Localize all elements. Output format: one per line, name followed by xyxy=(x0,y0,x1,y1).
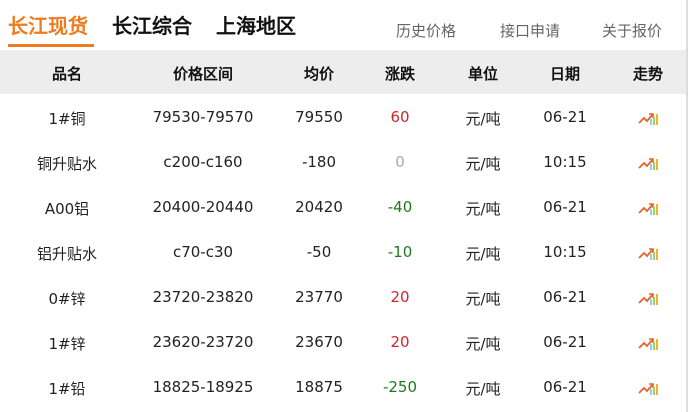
cell-unit: 元/吨 xyxy=(465,245,501,263)
cell-avg: -50 xyxy=(306,243,332,261)
cell-range: 79530-79570 xyxy=(152,108,254,126)
cell-change: -250 xyxy=(382,378,418,396)
cell-name: 铝升贴水 xyxy=(36,245,98,263)
trend-chart-icon[interactable] xyxy=(638,110,660,125)
table-row: 铜升贴水 c200-c160 -180 0 元/吨 10:15 xyxy=(0,139,686,184)
table-row: 1#铜 79530-79570 79550 60 元/吨 06-21 xyxy=(0,94,686,139)
table-row: 1#锌 23620-23720 23670 20 元/吨 06-21 xyxy=(0,319,686,364)
cell-avg: 23770 xyxy=(295,288,343,306)
cell-range: 23620-23720 xyxy=(152,333,254,351)
cell-change: -40 xyxy=(387,198,413,216)
cell-date: 06-21 xyxy=(543,378,587,396)
cell-avg: 23670 xyxy=(295,333,343,351)
tab-changjiang-composite[interactable]: 长江综合 xyxy=(112,14,192,38)
table-row: 0#锌 23720-23820 23770 20 元/吨 06-21 xyxy=(0,274,686,319)
cell-unit: 元/吨 xyxy=(465,110,501,128)
cell-change: -10 xyxy=(387,243,413,261)
cell-change: 0 xyxy=(395,153,405,171)
cell-range: c70-c30 xyxy=(172,243,234,261)
cell-change: 20 xyxy=(390,333,410,351)
trend-chart-icon[interactable] xyxy=(638,155,660,170)
col-range: 价格区间 xyxy=(172,65,234,83)
col-avg: 均价 xyxy=(303,65,335,83)
cell-date: 10:15 xyxy=(543,243,587,261)
tab-shanghai[interactable]: 上海地区 xyxy=(216,14,296,38)
col-date: 日期 xyxy=(549,65,581,83)
cell-name: 1#铜 xyxy=(48,110,86,128)
trend-chart-icon[interactable] xyxy=(638,245,660,260)
tab-bar: 长江现货 长江综合 上海地区 历史价格 接口申请 关于报价 xyxy=(0,0,686,50)
cell-name: 1#铅 xyxy=(48,380,86,398)
api-apply-link[interactable]: 接口申请 xyxy=(500,22,561,40)
cell-avg: 18875 xyxy=(295,378,343,396)
cell-change: 20 xyxy=(390,288,410,306)
trend-chart-icon[interactable] xyxy=(638,200,660,215)
cell-date: 06-21 xyxy=(543,288,587,306)
trend-chart-icon[interactable] xyxy=(638,290,660,305)
table-row: A00铝 20400-20440 20420 -40 元/吨 06-21 xyxy=(0,184,686,229)
cell-name: 1#锌 xyxy=(48,335,86,353)
table-row: 铝升贴水 c70-c30 -50 -10 元/吨 10:15 xyxy=(0,229,686,274)
cell-avg: -180 xyxy=(301,153,337,171)
cell-change: 60 xyxy=(390,108,410,126)
cell-unit: 元/吨 xyxy=(465,380,501,398)
cell-range: 23720-23820 xyxy=(152,288,254,306)
col-name: 品名 xyxy=(51,65,83,83)
cell-avg: 20420 xyxy=(295,198,343,216)
cell-unit: 元/吨 xyxy=(465,200,501,218)
cell-unit: 元/吨 xyxy=(465,155,501,173)
tab-changjiang-spot[interactable]: 长江现货 xyxy=(8,14,88,38)
cell-unit: 元/吨 xyxy=(465,335,501,353)
table-row: 1#铅 18825-18925 18875 -250 元/吨 06-21 xyxy=(0,364,686,409)
active-tab-indicator xyxy=(8,44,94,47)
cell-avg: 79550 xyxy=(295,108,343,126)
cell-range: 20400-20440 xyxy=(152,198,254,216)
history-price-link[interactable]: 历史价格 xyxy=(396,22,457,40)
cell-name: 0#锌 xyxy=(48,290,86,308)
cell-name: A00铝 xyxy=(44,200,90,218)
cell-name: 铜升贴水 xyxy=(36,155,98,173)
col-trend: 走势 xyxy=(632,65,664,83)
col-unit: 单位 xyxy=(467,65,499,83)
cell-range: c200-c160 xyxy=(163,153,243,171)
cell-date: 06-21 xyxy=(543,333,587,351)
cell-unit: 元/吨 xyxy=(465,290,501,308)
about-quote-link[interactable]: 关于报价 xyxy=(602,22,663,40)
trend-chart-icon[interactable] xyxy=(638,380,660,395)
col-change: 涨跌 xyxy=(384,65,416,83)
cell-date: 06-21 xyxy=(543,108,587,126)
cell-date: 10:15 xyxy=(543,153,587,171)
cell-date: 06-21 xyxy=(543,198,587,216)
trend-chart-icon[interactable] xyxy=(638,335,660,350)
cell-range: 18825-18925 xyxy=(152,378,254,396)
table-header: 品名 价格区间 均价 涨跌 单位 日期 走势 xyxy=(0,50,686,94)
